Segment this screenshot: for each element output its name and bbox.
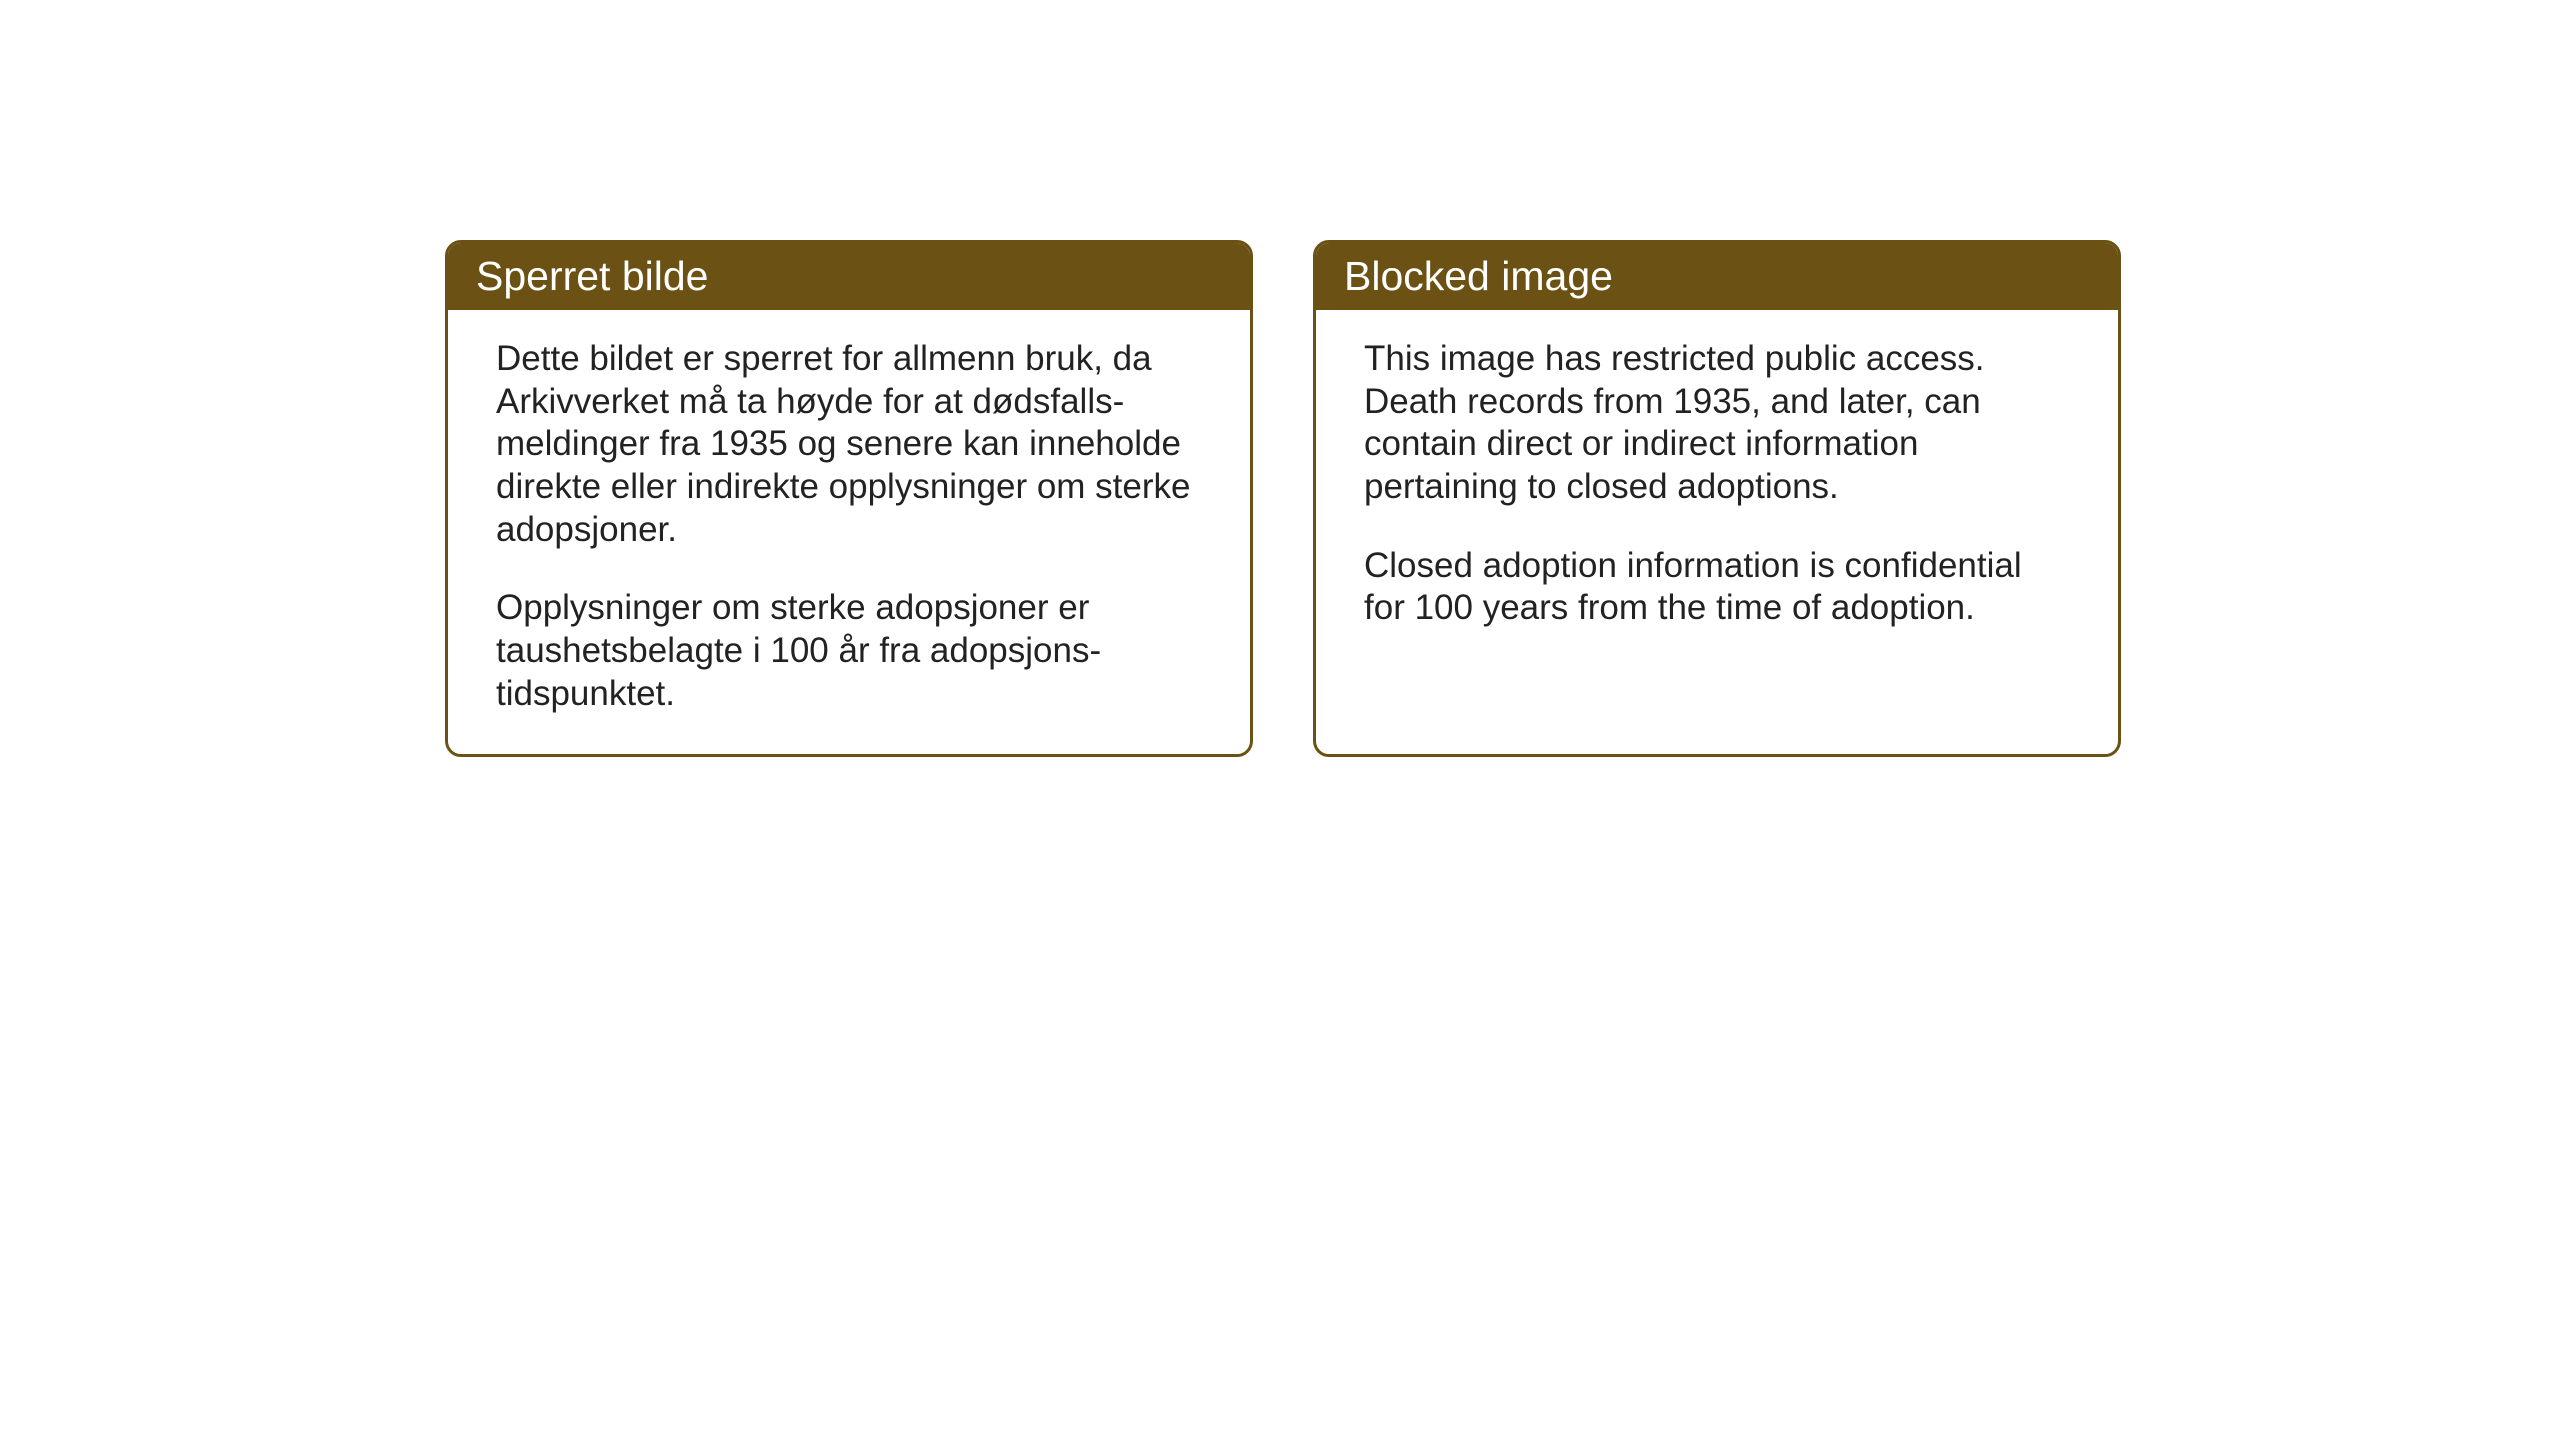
notice-body-english: This image has restricted public access.… [1316, 310, 2118, 710]
notice-body-norwegian: Dette bildet er sperret for allmenn bruk… [448, 310, 1250, 754]
notice-paragraph: Opplysninger om sterke adopsjoner er tau… [496, 587, 1202, 715]
notice-title-english: Blocked image [1344, 253, 1613, 299]
notice-header-english: Blocked image [1316, 243, 2118, 310]
notice-paragraph: Dette bildet er sperret for allmenn bruk… [496, 338, 1202, 551]
notice-title-norwegian: Sperret bilde [476, 253, 708, 299]
notice-card-english: Blocked image This image has restricted … [1313, 240, 2121, 757]
notice-paragraph: Closed adoption information is confident… [1364, 545, 2070, 630]
notice-paragraph: This image has restricted public access.… [1364, 338, 2070, 509]
notice-container: Sperret bilde Dette bildet er sperret fo… [445, 240, 2121, 757]
notice-card-norwegian: Sperret bilde Dette bildet er sperret fo… [445, 240, 1253, 757]
notice-header-norwegian: Sperret bilde [448, 243, 1250, 310]
